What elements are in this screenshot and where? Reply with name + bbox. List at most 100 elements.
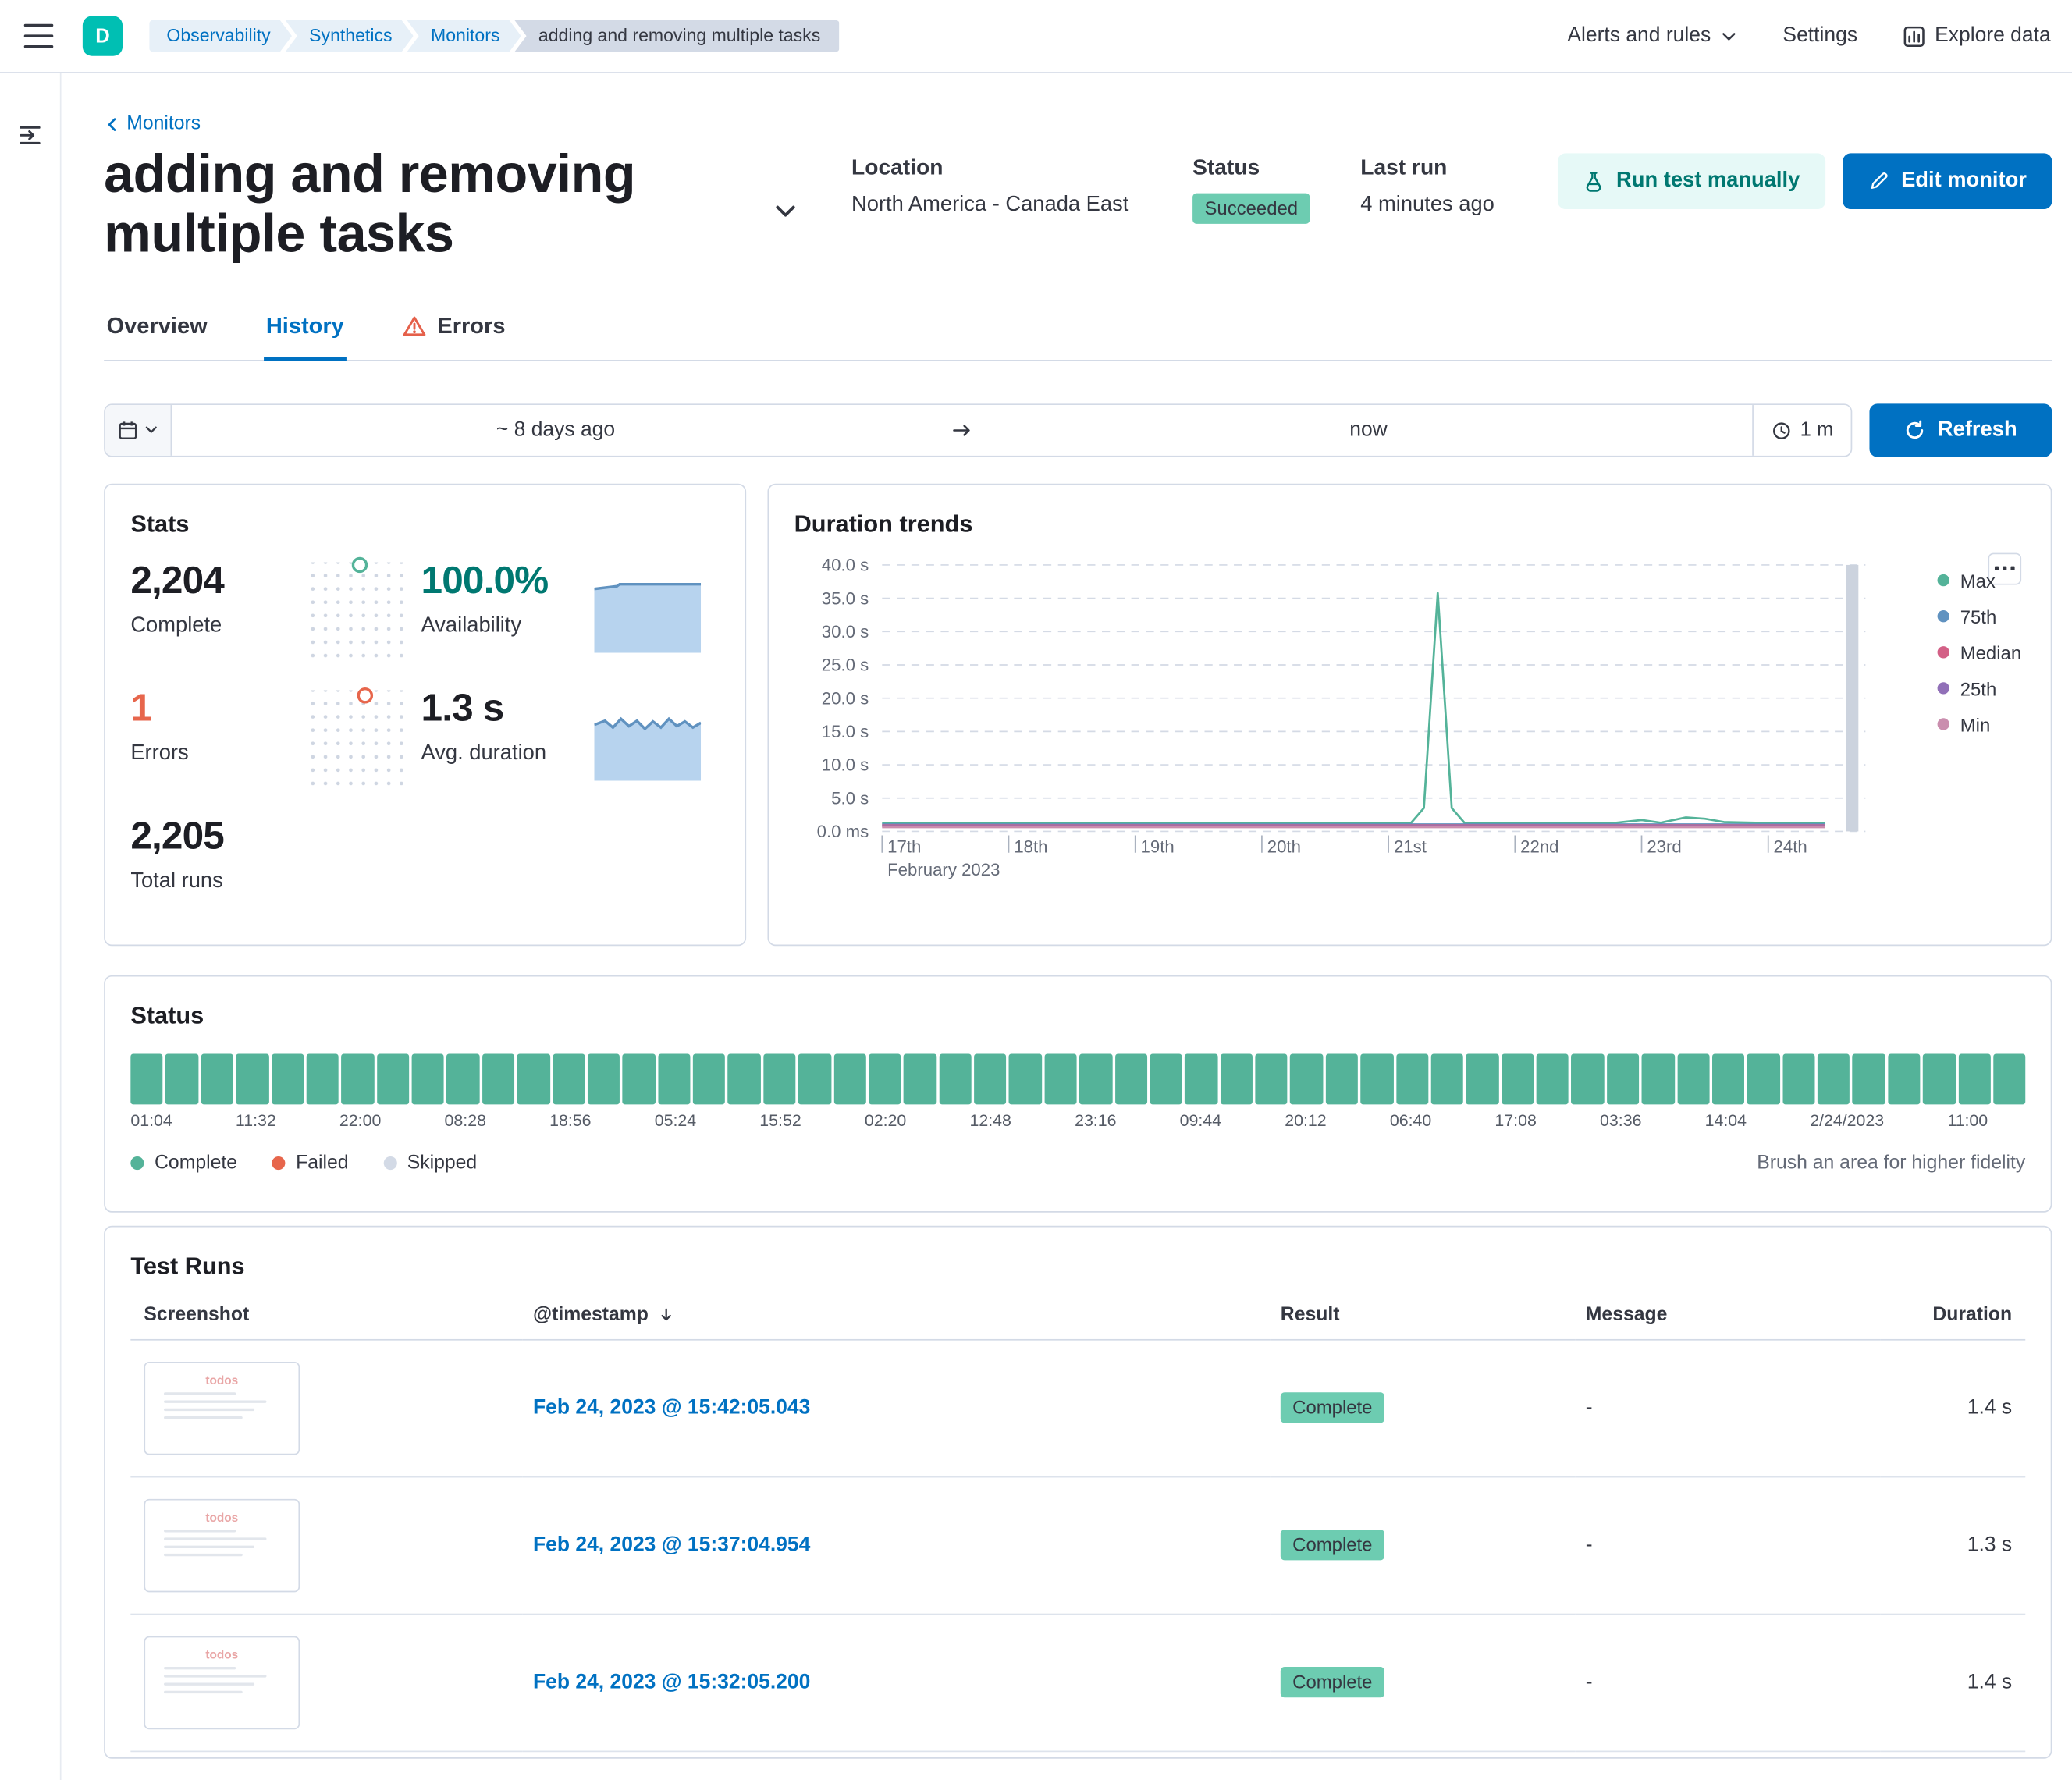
status-bar[interactable] xyxy=(692,1053,726,1104)
status-bar[interactable] xyxy=(306,1053,339,1104)
refresh-button[interactable]: Refresh xyxy=(1869,403,2052,457)
status-bar[interactable] xyxy=(411,1053,445,1104)
tab-errors[interactable]: Errors xyxy=(400,302,508,361)
status-bar[interactable] xyxy=(446,1053,480,1104)
status-bar[interactable] xyxy=(974,1053,1007,1104)
monitor-select-chevron-icon[interactable] xyxy=(773,198,798,228)
screenshot-thumbnail[interactable]: todos xyxy=(144,1498,300,1592)
settings-link[interactable]: Settings xyxy=(1782,23,1858,47)
legend-item-25th[interactable]: 25th xyxy=(1937,677,2021,699)
svg-text:5.0 s: 5.0 s xyxy=(831,788,869,808)
status-bar[interactable] xyxy=(552,1053,585,1104)
status-bar[interactable] xyxy=(130,1053,163,1104)
alerts-and-rules-label: Alerts and rules xyxy=(1567,23,1711,47)
status-bar[interactable] xyxy=(1044,1053,1077,1104)
alerts-and-rules-menu[interactable]: Alerts and rules xyxy=(1567,24,1737,48)
status-bar[interactable] xyxy=(271,1053,304,1104)
status-bar[interactable] xyxy=(1185,1053,1217,1104)
status-bar[interactable] xyxy=(798,1053,831,1104)
stat-errors-value: 1 xyxy=(130,687,152,730)
legend-label: 25th xyxy=(1960,677,1997,699)
status-bar[interactable] xyxy=(1606,1053,1640,1104)
status-bar[interactable] xyxy=(833,1053,866,1104)
status-bar[interactable] xyxy=(1325,1053,1359,1104)
status-bar[interactable] xyxy=(727,1053,761,1104)
status-bar[interactable] xyxy=(341,1053,375,1104)
status-bar[interactable] xyxy=(482,1053,515,1104)
status-bar[interactable] xyxy=(622,1053,656,1104)
status-legend-item-failed[interactable]: Failed xyxy=(272,1152,349,1174)
screenshot-thumbnail[interactable]: todos xyxy=(144,1635,300,1729)
screenshot-thumbnail[interactable]: todos xyxy=(144,1361,300,1455)
status-bar[interactable] xyxy=(1922,1053,1956,1104)
status-bar[interactable] xyxy=(1887,1053,1921,1104)
status-bar[interactable] xyxy=(1958,1053,1991,1104)
status-bar[interactable] xyxy=(1360,1053,1394,1104)
quick-select-button[interactable] xyxy=(105,404,172,456)
status-bar[interactable] xyxy=(376,1053,410,1104)
status-bar[interactable] xyxy=(1220,1053,1253,1104)
edit-monitor-button[interactable]: Edit monitor xyxy=(1842,153,2052,210)
status-bar[interactable] xyxy=(1150,1053,1182,1104)
run-test-manually-button[interactable]: Run test manually xyxy=(1557,153,1825,210)
legend-item-min[interactable]: Min xyxy=(1937,713,2021,735)
status-bar[interactable] xyxy=(762,1053,796,1104)
back-to-monitors-link[interactable]: Monitors xyxy=(104,113,201,134)
explore-data-link[interactable]: Explore data xyxy=(1903,24,2051,48)
stat-total-runs-label: Total runs xyxy=(130,869,223,893)
start-date-field[interactable]: ~ 8 days ago xyxy=(496,417,616,441)
space-avatar[interactable]: D xyxy=(82,16,123,56)
tab-overview[interactable]: Overview xyxy=(106,312,208,338)
status-bar[interactable] xyxy=(1114,1053,1147,1104)
status-bar[interactable] xyxy=(1782,1053,1815,1104)
status-bar[interactable] xyxy=(1641,1053,1675,1104)
test-run-timestamp-link[interactable]: Feb 24, 2023 @ 15:32:05.200 xyxy=(532,1670,811,1693)
status-timeline[interactable] xyxy=(130,1053,2026,1104)
breadcrumb-synthetics[interactable]: Synthetics xyxy=(285,20,413,52)
test-run-timestamp-link[interactable]: Feb 24, 2023 @ 15:37:04.954 xyxy=(532,1533,811,1556)
status-bar[interactable] xyxy=(1993,1053,2026,1104)
end-date-field[interactable]: now xyxy=(1349,417,1388,441)
legend-options-icon[interactable] xyxy=(1988,552,2022,584)
test-run-timestamp-link[interactable]: Feb 24, 2023 @ 15:42:05.043 xyxy=(532,1395,811,1419)
status-bar[interactable] xyxy=(1430,1053,1464,1104)
menu-icon[interactable] xyxy=(23,23,54,48)
legend-item-max[interactable]: Max xyxy=(1937,570,2021,591)
status-bar[interactable] xyxy=(1290,1053,1324,1104)
status-bar[interactable] xyxy=(1255,1053,1288,1104)
status-bar[interactable] xyxy=(939,1053,972,1104)
status-bar[interactable] xyxy=(236,1053,269,1104)
legend-item-median[interactable]: Median xyxy=(1937,641,2021,663)
status-bar[interactable] xyxy=(1079,1053,1112,1104)
tab-history[interactable]: History xyxy=(263,302,347,361)
breadcrumb-observability[interactable]: Observability xyxy=(149,20,292,52)
status-bar[interactable] xyxy=(1852,1053,1885,1104)
duration-trends-chart[interactable]: 40.0 s 35.0 s 30.0 s 25.0 s 20.0 s 15.0 s 10.0… xyxy=(794,549,1900,887)
col-timestamp[interactable]: @timestamp xyxy=(522,1295,1271,1340)
status-bar[interactable] xyxy=(1395,1053,1429,1104)
refresh-interval-button[interactable]: 1 m xyxy=(1752,404,1850,456)
status-bar[interactable] xyxy=(1747,1053,1780,1104)
breadcrumb-monitors[interactable]: Monitors xyxy=(407,20,521,52)
status-bar[interactable] xyxy=(1009,1053,1042,1104)
status-bar[interactable] xyxy=(1676,1053,1710,1104)
status-bar[interactable] xyxy=(1466,1053,1499,1104)
status-bar[interactable] xyxy=(904,1053,936,1104)
legend-label: Failed xyxy=(296,1152,349,1174)
status-bar[interactable] xyxy=(657,1053,691,1104)
status-bar[interactable] xyxy=(869,1053,901,1104)
status-legend-item-skipped[interactable]: Skipped xyxy=(382,1152,477,1174)
status-bar[interactable] xyxy=(165,1053,198,1104)
status-bar[interactable] xyxy=(1536,1053,1569,1104)
refresh-label: Refresh xyxy=(1937,417,2017,441)
status-bar[interactable] xyxy=(587,1053,620,1104)
expand-nav-icon[interactable] xyxy=(19,124,41,151)
status-bar[interactable] xyxy=(517,1053,550,1104)
status-bar[interactable] xyxy=(1501,1053,1534,1104)
status-bar[interactable] xyxy=(1571,1053,1605,1104)
status-bar[interactable] xyxy=(201,1053,234,1104)
status-bar[interactable] xyxy=(1817,1053,1850,1104)
legend-item-75th[interactable]: 75th xyxy=(1937,606,2021,627)
status-bar[interactable] xyxy=(1711,1053,1745,1104)
status-legend-item-complete[interactable]: Complete xyxy=(130,1152,237,1174)
